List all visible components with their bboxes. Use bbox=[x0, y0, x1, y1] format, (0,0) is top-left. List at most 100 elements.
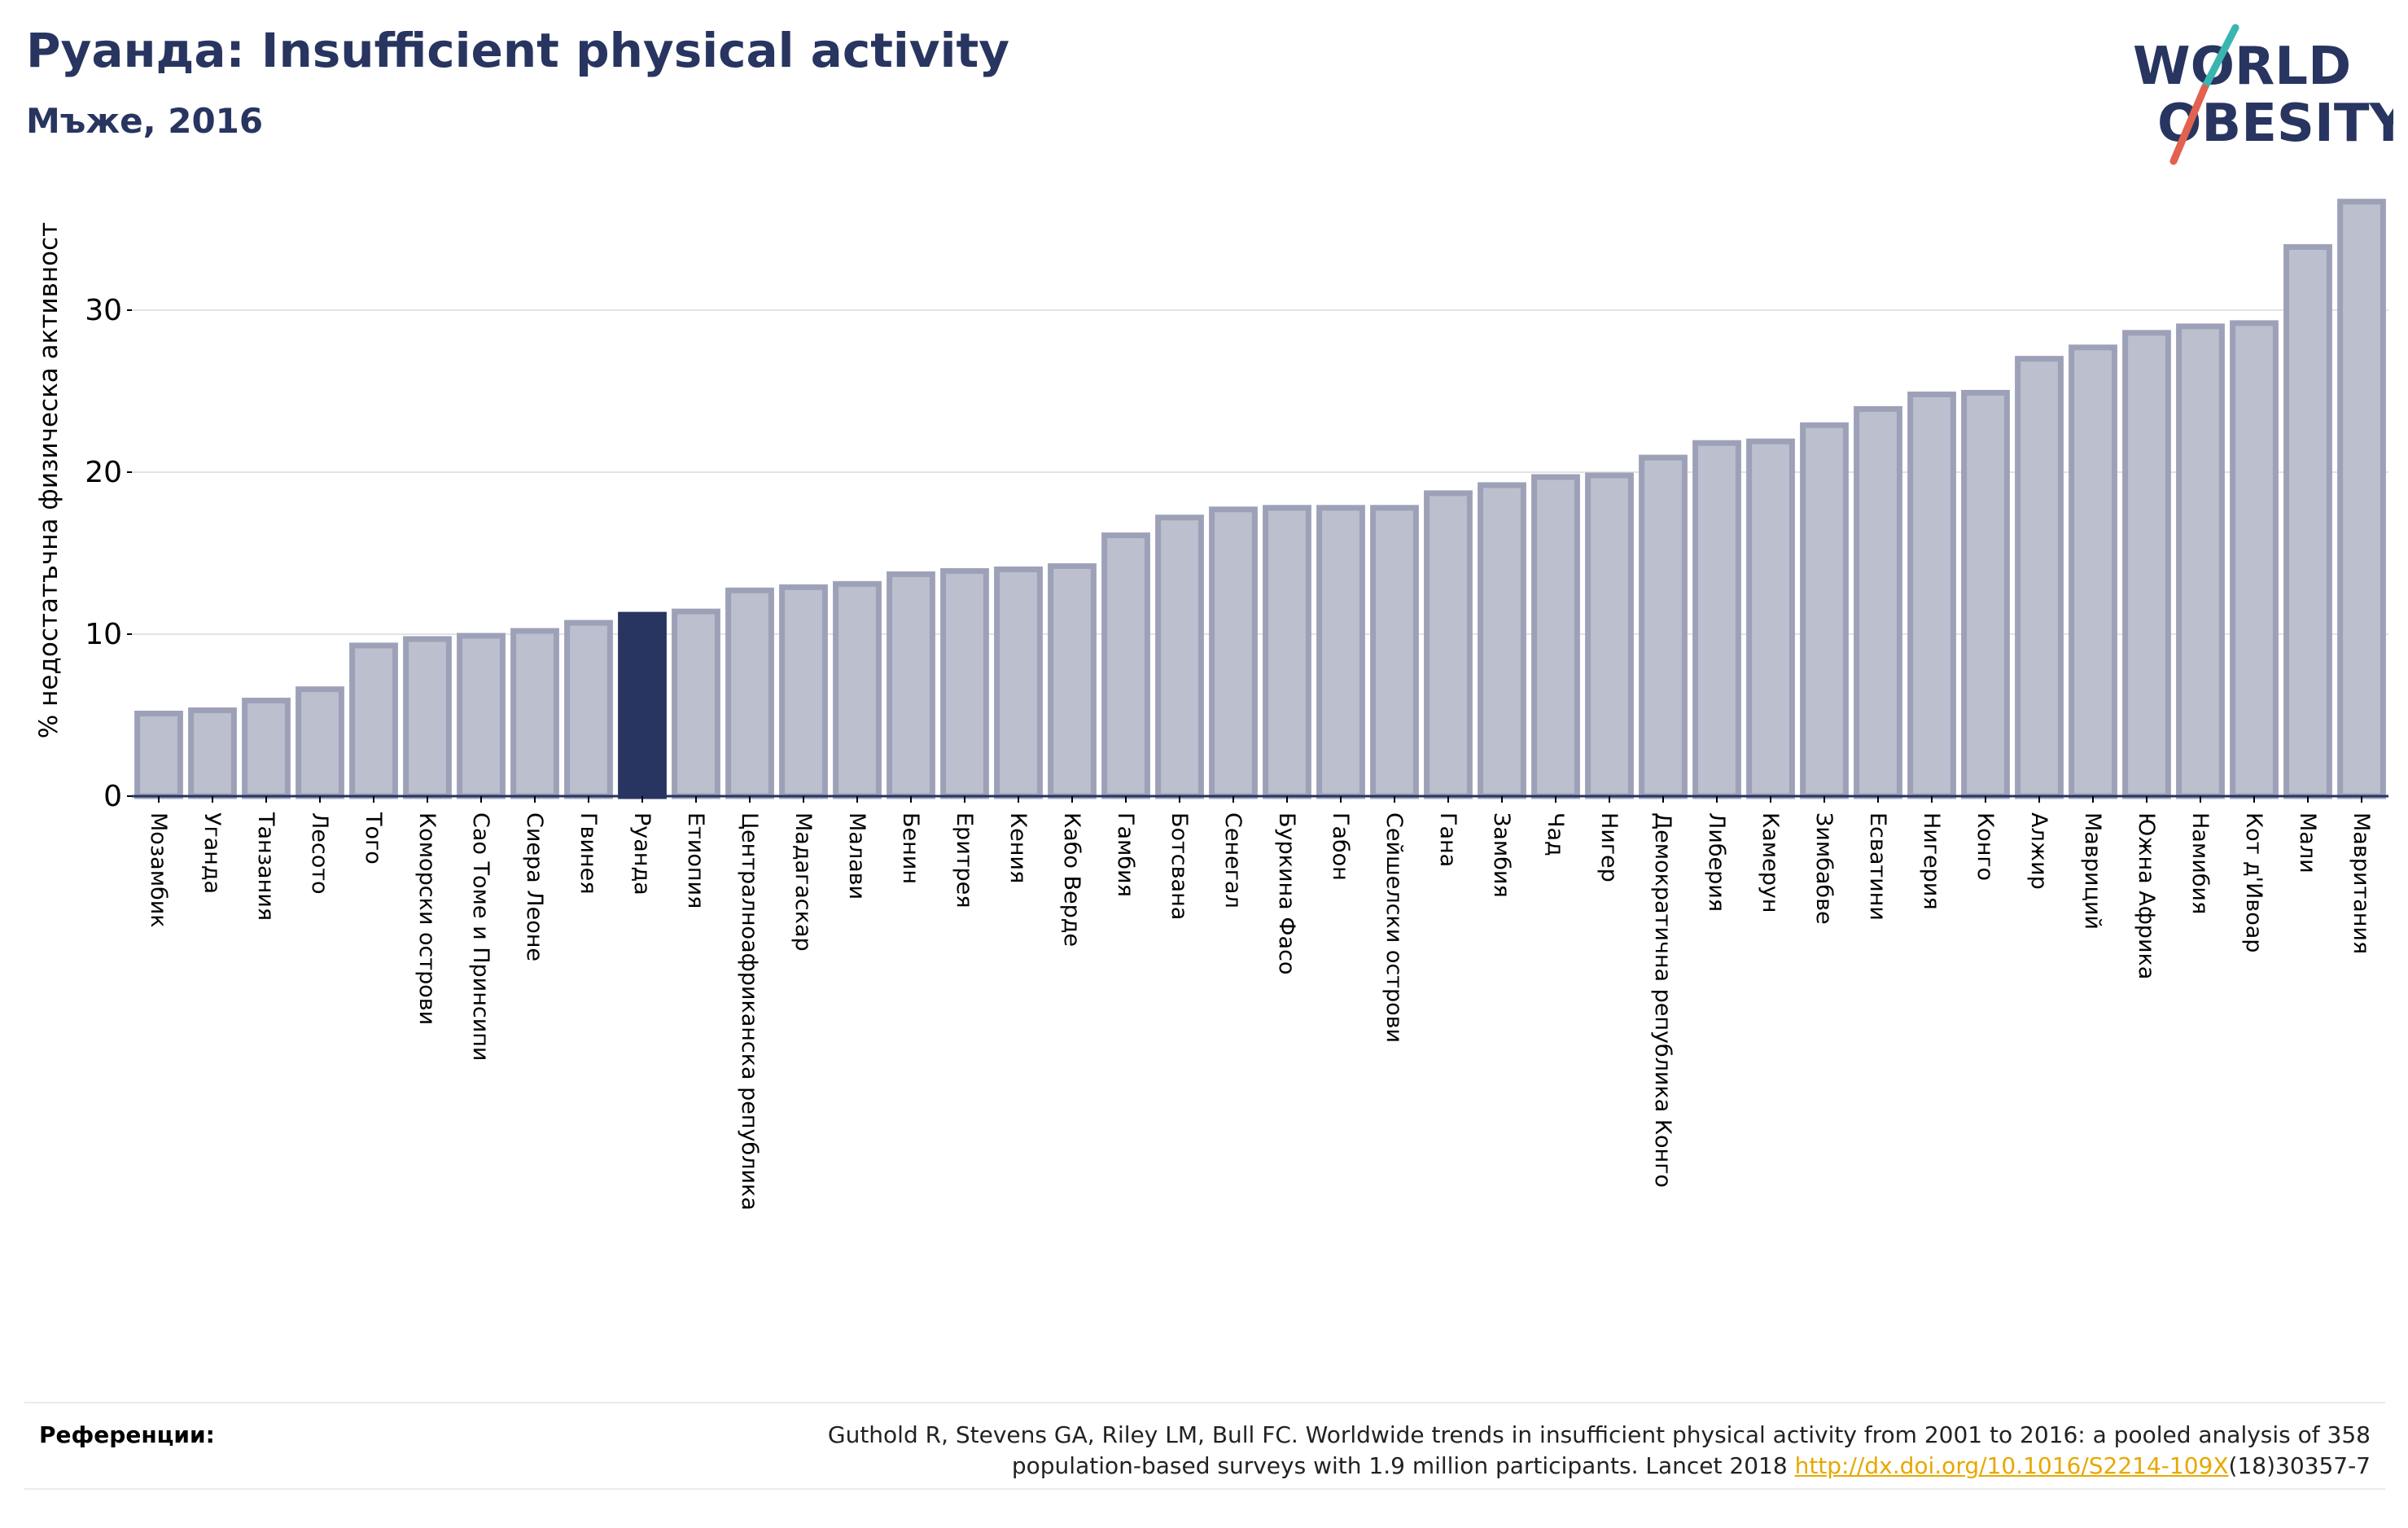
x-tick-label: Мадагаскар bbox=[790, 812, 816, 952]
bar bbox=[1155, 514, 1204, 799]
chart-title: Руанда: Insufficient physical activity bbox=[26, 23, 1010, 78]
x-tick-label: Мали bbox=[2295, 812, 2320, 873]
bar bbox=[1854, 405, 1902, 799]
bar bbox=[994, 566, 1043, 799]
logo-slash-teal bbox=[2200, 24, 2239, 92]
x-tick-label: Чад bbox=[1543, 812, 1568, 856]
reference-line-1: Guthold R, Stevens GA, Riley LM, Bull FC… bbox=[827, 1421, 2371, 1448]
bar bbox=[564, 620, 613, 799]
x-tick-label: Намибия bbox=[2187, 812, 2213, 914]
x-tick-label: Гана bbox=[1435, 812, 1460, 867]
x-tick-label: Нигерия bbox=[1919, 812, 1944, 910]
x-tick-label: Зимбабве bbox=[1811, 812, 1837, 925]
y-tick-label: 30 bbox=[85, 294, 122, 327]
bar bbox=[1585, 472, 1634, 799]
x-tick-label: Южна Африка bbox=[2134, 812, 2159, 979]
x-tick-label: Демократична република Конго bbox=[1650, 812, 1675, 1188]
bar-chart: 0 10 20 30 Мозамбик Уганда Танзания Лесото Того… bbox=[34, 199, 2388, 1211]
bar bbox=[940, 567, 989, 799]
bar bbox=[1424, 490, 1473, 799]
bar bbox=[1370, 505, 1419, 799]
bar bbox=[1907, 391, 1956, 799]
bar bbox=[1800, 422, 1849, 799]
bar bbox=[833, 580, 882, 799]
x-tick-label: Еритрея bbox=[952, 812, 977, 908]
x-tick-label: Того bbox=[361, 812, 386, 865]
x-tick-label: Кения bbox=[1005, 812, 1031, 883]
x-tick-label: Мозамбик bbox=[146, 812, 171, 928]
bar bbox=[1316, 505, 1365, 799]
x-tick-label: Етиопия bbox=[683, 812, 708, 908]
reference-line-2: population-based surveys with 1.9 millio… bbox=[1011, 1452, 1795, 1479]
x-tick-label: Буркина Фасо bbox=[1274, 812, 1299, 974]
doi-suffix: (18)30357-7 bbox=[2228, 1452, 2371, 1479]
references-label: Референции: bbox=[39, 1421, 215, 1448]
bar bbox=[1263, 505, 1311, 799]
bar bbox=[457, 633, 506, 799]
bar bbox=[1746, 438, 1795, 799]
bar bbox=[2069, 344, 2117, 799]
bar bbox=[2283, 243, 2332, 799]
bar bbox=[134, 711, 183, 799]
bar bbox=[2230, 320, 2279, 799]
x-tick-label: Малави bbox=[844, 812, 869, 900]
bar bbox=[349, 642, 398, 799]
bar bbox=[725, 587, 774, 799]
x-tick-labels: Мозамбик Уганда Танзания Лесото Того Коморски… bbox=[146, 796, 2374, 1211]
y-tick-label: 20 bbox=[85, 456, 122, 489]
logo-text-world: WORLD bbox=[2133, 37, 2351, 97]
bar bbox=[403, 636, 452, 799]
bar bbox=[1692, 440, 1741, 799]
grid-lines bbox=[132, 309, 2388, 635]
world-obesity-logo: WORLD OBESITY bbox=[2133, 24, 2393, 165]
x-tick-label: Сейшелски острови bbox=[1381, 812, 1407, 1043]
x-tick-label: Гамбия bbox=[1113, 812, 1138, 897]
x-tick-label: Замбия bbox=[1489, 812, 1514, 898]
x-tick-label: Конго bbox=[1972, 812, 1998, 881]
x-tick-label: Сенегал bbox=[1220, 812, 1246, 908]
y-tick-label: 10 bbox=[85, 618, 122, 651]
bar bbox=[1101, 532, 1150, 799]
bar bbox=[779, 584, 828, 799]
bar bbox=[188, 707, 237, 799]
bars bbox=[134, 199, 2386, 799]
x-tick-label: Сиера Леоне bbox=[522, 812, 547, 961]
x-tick-label: Сао Томе и Принсипи bbox=[468, 812, 493, 1061]
bar bbox=[672, 608, 720, 799]
bar bbox=[242, 698, 291, 799]
bar bbox=[1639, 454, 1688, 799]
y-tick-label: 0 bbox=[103, 780, 122, 813]
x-tick-label: Руанда bbox=[629, 812, 655, 895]
x-tick-label: Есватини bbox=[1865, 812, 1890, 921]
x-tick-label: Бенин bbox=[898, 812, 923, 884]
x-tick-label: Либерия bbox=[1704, 812, 1729, 912]
references-section: Референции: Guthold R, Stevens GA, Riley… bbox=[24, 1402, 2385, 1490]
x-tick-label: Габон bbox=[1328, 812, 1353, 881]
x-tick-label: Кабо Верде bbox=[1059, 812, 1084, 947]
x-tick-label: Лесото bbox=[307, 812, 332, 895]
x-tick-label: Мавритания bbox=[2349, 812, 2374, 954]
x-tick-label: Камерун bbox=[1758, 812, 1783, 913]
bar-highlighted bbox=[618, 611, 667, 799]
x-tick-label: Алжир bbox=[2026, 812, 2051, 890]
x-tick-label: Ботсвана bbox=[1167, 812, 1192, 920]
bar bbox=[887, 571, 935, 799]
doi-link[interactable]: http://dx.doi.org/10.1016/S2214-109X bbox=[1794, 1452, 2229, 1479]
chart-subtitle: Мъже, 2016 bbox=[26, 101, 264, 141]
logo-slash-red bbox=[2169, 84, 2209, 165]
bar bbox=[2176, 323, 2225, 799]
bar bbox=[2015, 356, 2064, 799]
x-tick-label: Кот д'Ивоар bbox=[2241, 812, 2266, 952]
x-tick-label: Гвинея bbox=[576, 812, 601, 894]
bar bbox=[1961, 389, 2010, 799]
bar bbox=[510, 628, 559, 799]
bar bbox=[296, 686, 344, 799]
x-tick-label: Танзания bbox=[253, 812, 278, 921]
bar bbox=[1531, 474, 1580, 799]
y-axis-label: % недостатъчна физическа активност bbox=[34, 222, 63, 738]
references-text: Guthold R, Stevens GA, Riley LM, Bull FC… bbox=[580, 1420, 2371, 1482]
x-tick-label: Нигер bbox=[1596, 812, 1622, 882]
bar bbox=[1478, 482, 1526, 799]
x-tick-label: Централноафриканска република bbox=[737, 812, 762, 1211]
bar bbox=[2337, 199, 2386, 799]
